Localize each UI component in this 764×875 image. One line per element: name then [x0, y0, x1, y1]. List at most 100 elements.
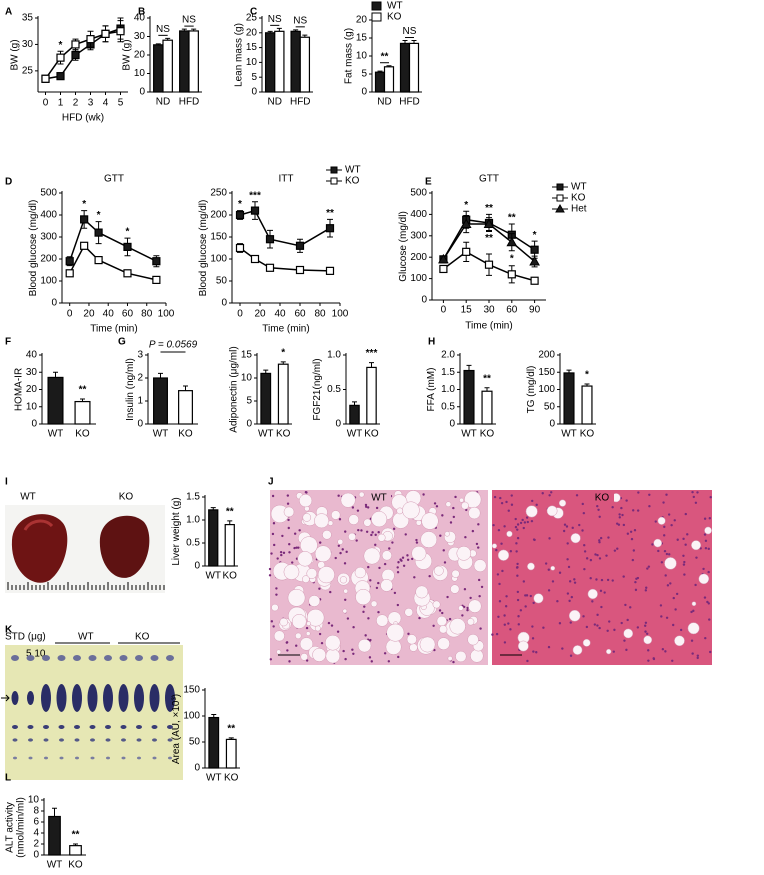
x-tick-label: KO [480, 429, 495, 440]
nucleus [645, 632, 649, 635]
vacuole [570, 533, 581, 544]
vacuole [582, 638, 591, 647]
nucleus [397, 561, 400, 564]
y-axis-label: Blood glucose (mg/dl) [198, 200, 209, 297]
nucleus [606, 629, 609, 633]
nucleus [337, 544, 341, 548]
vacuole [314, 545, 332, 563]
y-tick-label: 0.5 [186, 538, 200, 549]
nucleus [629, 530, 633, 533]
histology-label: KO [595, 493, 610, 504]
error-bar [276, 27, 282, 32]
y-tick-label: 1.0 [441, 384, 455, 395]
bar [481, 390, 493, 425]
nucleus [660, 561, 664, 564]
nucleus [622, 575, 625, 578]
marker [265, 235, 275, 244]
nucleus [696, 656, 699, 660]
error-bar [293, 29, 299, 32]
nucleus [696, 654, 700, 657]
nucleus [432, 624, 435, 627]
nucleus [690, 610, 693, 614]
legend-label: KO [571, 193, 586, 204]
error-bar [53, 371, 58, 378]
nucleus [535, 651, 538, 654]
vacuole [302, 575, 310, 583]
nucleus [629, 606, 632, 609]
tlc-spot [72, 684, 82, 712]
vacuole [370, 600, 378, 608]
error-bar [280, 361, 286, 365]
y-tick-label: 50 [544, 401, 556, 412]
nucleus [691, 652, 694, 655]
legend-label: KO [345, 176, 360, 187]
y-tick-label: 150 [183, 685, 200, 696]
nucleus [493, 495, 497, 499]
y-tick-label: 500 [40, 188, 57, 199]
marker [250, 206, 260, 215]
nucleus [448, 617, 452, 621]
bar [153, 44, 164, 93]
x-tick-label: WT [258, 429, 274, 440]
nucleus [683, 560, 686, 564]
bar [299, 36, 311, 93]
nucleus [521, 518, 524, 522]
nucleus [446, 595, 449, 599]
significance: *** [366, 348, 378, 359]
vacuole [421, 512, 439, 530]
nucleus [594, 553, 597, 556]
x-tick-label: 0 [441, 305, 447, 316]
nucleus [542, 626, 545, 629]
nucleus [319, 541, 322, 544]
marker [56, 53, 65, 62]
nucleus [364, 503, 368, 507]
significance: * [59, 40, 63, 51]
nucleus [618, 513, 621, 516]
nucleus [622, 523, 626, 527]
vacuole [643, 635, 653, 645]
nucleus [498, 600, 502, 603]
marker [65, 269, 74, 278]
y-tick-label: 1.5 [186, 492, 200, 503]
nucleus [648, 493, 651, 497]
nucleus [598, 539, 601, 542]
x-tick-label: 30 [483, 305, 495, 316]
nucleus [461, 614, 464, 617]
x-tick-label: KO [276, 429, 291, 440]
x-axis-label: Time (min) [262, 324, 309, 335]
nucleus [503, 614, 506, 617]
nucleus [657, 549, 660, 553]
vacuole [419, 636, 436, 653]
vacuole [458, 605, 464, 611]
y-tick-label: 50 [216, 276, 228, 287]
nucleus [600, 605, 603, 609]
y-tick-label: 1.0 [186, 515, 200, 526]
nucleus [664, 650, 667, 653]
tlc-std-amounts: 5 10 [26, 649, 46, 660]
nucleus [492, 523, 495, 527]
marker [94, 256, 103, 265]
nucleus [370, 660, 373, 663]
nucleus [516, 574, 519, 577]
significance: * [281, 348, 285, 359]
nucleus [636, 509, 640, 512]
panel-letter: B [138, 7, 145, 18]
nucleus [583, 543, 586, 547]
y-tick-label: 400 [40, 210, 57, 221]
x-tick-label: WT [48, 429, 64, 440]
nucleus [599, 589, 603, 593]
y-axis-label: FFA (mM) [426, 368, 437, 412]
vacuole [572, 645, 583, 655]
tlc-spot [150, 655, 159, 661]
y-tick-label: 100 [40, 276, 57, 287]
nucleus [388, 547, 391, 550]
y-tick-label: 0 [251, 87, 257, 98]
nucleus [691, 490, 694, 494]
bar [224, 523, 235, 567]
nucleus [603, 591, 606, 594]
nucleus [288, 660, 291, 663]
photo-label: WT [20, 492, 36, 503]
label-bg [590, 491, 614, 503]
marker [460, 218, 472, 229]
error-bar [211, 713, 217, 718]
